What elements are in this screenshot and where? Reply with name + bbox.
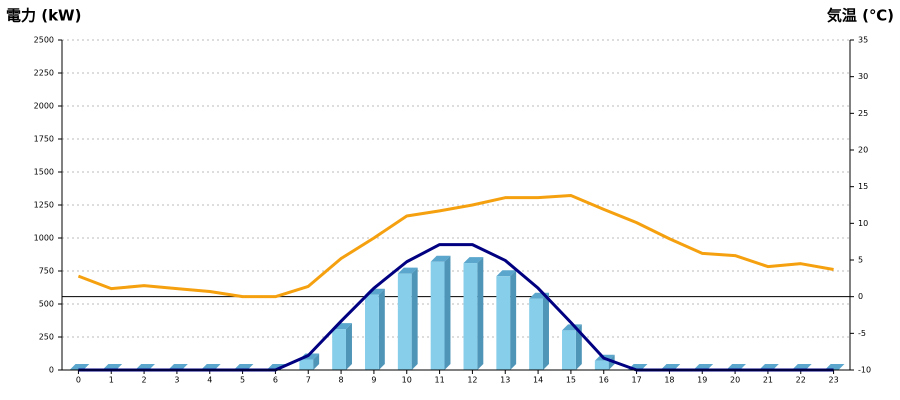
bar-top (430, 255, 451, 262)
bar-top (496, 270, 517, 277)
y2-tick-label: 5 (858, 256, 863, 265)
line (78, 243, 834, 372)
y-tick-label: 2000 (34, 102, 54, 111)
bar (332, 329, 346, 370)
y-tick-label: 2500 (34, 36, 54, 45)
bar-side (345, 323, 352, 370)
bar (397, 273, 412, 370)
bar (594, 360, 609, 370)
x-tick-label: 4 (207, 376, 212, 385)
bar-top (463, 257, 484, 264)
bar (365, 294, 379, 370)
x-tick-label: 14 (533, 376, 543, 385)
x-tick-label: 7 (306, 376, 311, 385)
bar (529, 298, 543, 370)
y2-tick-label: 10 (858, 219, 868, 228)
bar (562, 330, 576, 370)
x-tick-label: 18 (664, 376, 674, 385)
x-tick-label: 22 (796, 376, 806, 385)
x-tick-label: 16 (599, 376, 609, 385)
x-tick-label: 19 (697, 376, 707, 385)
y2-tick-label: 35 (858, 36, 868, 45)
bar (299, 359, 314, 370)
bar-side (444, 255, 451, 370)
y2-axis-title: 気温 (℃) (827, 7, 894, 25)
bar (463, 263, 478, 370)
bar-side (378, 288, 385, 370)
bar-side (510, 270, 517, 370)
y2-tick-label: 30 (858, 72, 868, 81)
y-tick-label: 0 (49, 366, 54, 375)
x-tick-label: 3 (174, 376, 179, 385)
bar-side (313, 353, 320, 370)
bar-top (397, 267, 418, 274)
x-tick-label: 17 (631, 376, 641, 385)
x-tick-label: 2 (142, 376, 147, 385)
y-tick-label: 1000 (34, 234, 54, 243)
y-tick-label: 1750 (34, 135, 54, 144)
bar-side (575, 324, 582, 370)
x-tick-label: 1 (109, 376, 114, 385)
x-tick-label: 15 (566, 376, 576, 385)
y-tick-label: 750 (39, 267, 54, 276)
x-tick-label: 10 (402, 376, 412, 385)
x-tick-label: 13 (500, 376, 510, 385)
x-tick-label: 11 (434, 376, 444, 385)
bar (430, 261, 445, 370)
bar-side (411, 267, 418, 370)
y2-tick-label: 0 (858, 292, 863, 301)
x-tick-label: 21 (763, 376, 773, 385)
y2-tick-label: 20 (858, 146, 868, 155)
x-tick-label: 12 (467, 376, 477, 385)
y2-tick-label: 15 (858, 182, 868, 191)
x-tick-label: 23 (828, 376, 838, 385)
y-tick-label: 500 (39, 300, 54, 309)
y-tick-label: 250 (39, 333, 54, 342)
y2-tick-label: -10 (858, 366, 871, 375)
x-tick-label: 6 (273, 376, 278, 385)
bar-side (477, 257, 484, 370)
x-tick-label: 5 (240, 376, 245, 385)
y-tick-label: 2250 (34, 69, 54, 78)
bar (496, 276, 511, 370)
bar-side (542, 292, 549, 370)
y2-tick-label: 25 (858, 109, 868, 118)
y-tick-label: 1250 (34, 201, 54, 210)
x-tick-label: 0 (76, 376, 81, 385)
line (77, 193, 834, 299)
y-axis-title: 電力 (kW) (6, 7, 81, 25)
x-tick-label: 9 (371, 376, 376, 385)
y-tick-label: 1500 (34, 168, 54, 177)
x-tick-label: 8 (339, 376, 344, 385)
y2-tick-label: -5 (858, 329, 866, 338)
x-tick-label: 20 (730, 376, 740, 385)
